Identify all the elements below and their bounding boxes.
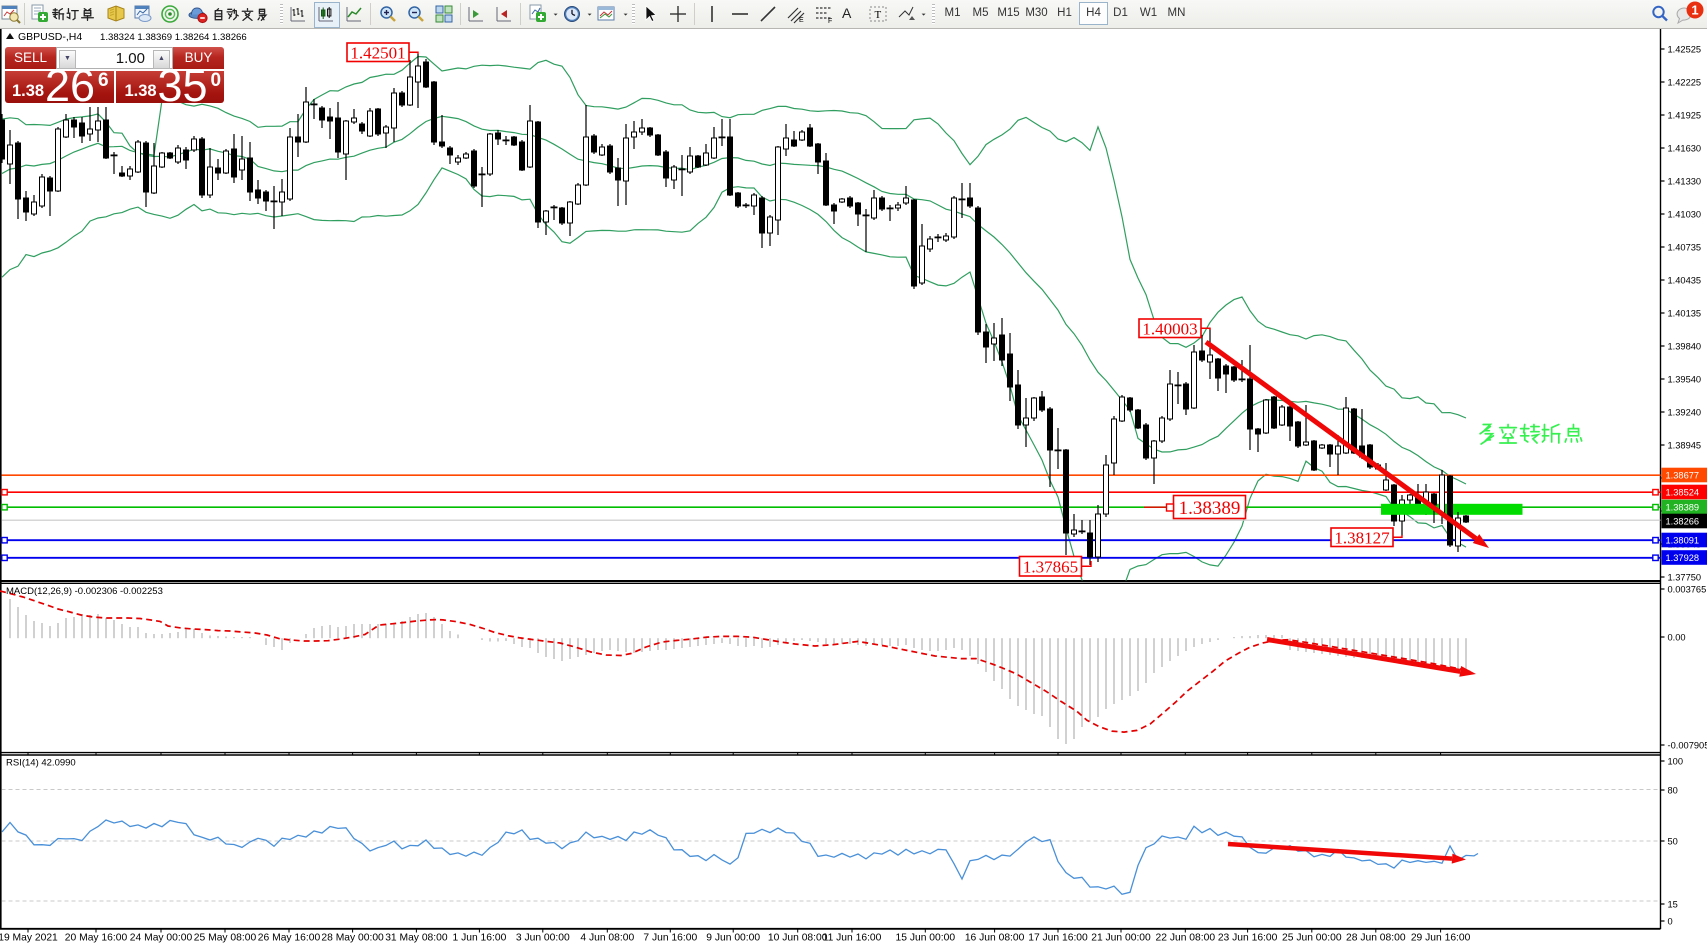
svg-text:17 Jun 16:00: 17 Jun 16:00 [1028,933,1088,944]
svg-text:1.38266: 1.38266 [1666,517,1700,527]
svg-text:50: 50 [1668,837,1678,847]
svg-text:23 Jun 16:00: 23 Jun 16:00 [1218,933,1278,944]
svg-text:21 Jun 00:00: 21 Jun 00:00 [1091,933,1151,944]
svg-text:15: 15 [1668,900,1678,910]
svg-text:1.42225: 1.42225 [1668,78,1702,88]
svg-text:1.40135: 1.40135 [1668,309,1702,319]
svg-text:25 Jun 00:00: 25 Jun 00:00 [1282,933,1342,944]
svg-text:1.42525: 1.42525 [1668,45,1702,55]
svg-text:1.41925: 1.41925 [1668,111,1702,121]
svg-text:F: F [828,18,832,24]
svg-text:1.38324 1.38369 1.38264 1.3826: 1.38324 1.38369 1.38264 1.38266 [100,32,247,43]
svg-text:0: 0 [1668,917,1673,927]
svg-text:1.38389: 1.38389 [1666,503,1700,513]
svg-text:1.39540: 1.39540 [1668,375,1702,385]
svg-text:1.37928: 1.37928 [1666,553,1700,563]
svg-text:1.37750: 1.37750 [1668,573,1702,583]
svg-text:9 Jun 00:00: 9 Jun 00:00 [706,933,760,944]
svg-text:-0.007905: -0.007905 [1668,741,1707,751]
svg-text:1.40003: 1.40003 [1142,319,1197,338]
svg-text:29 Jun 16:00: 29 Jun 16:00 [1411,933,1471,944]
svg-text:4 Jun 08:00: 4 Jun 08:00 [580,933,634,944]
svg-text:1: 1 [1691,3,1698,18]
svg-text:1.37865: 1.37865 [1023,557,1078,576]
svg-text:19 May 2021: 19 May 2021 [0,933,58,944]
svg-text:3 Jun 00:00: 3 Jun 00:00 [516,933,570,944]
svg-text:1.40735: 1.40735 [1668,243,1702,253]
svg-text:26 May 16:00: 26 May 16:00 [258,933,321,944]
svg-text:1.38677: 1.38677 [1666,471,1700,481]
svg-text:1.38127: 1.38127 [1334,528,1390,547]
svg-text:1.41030: 1.41030 [1668,210,1702,220]
svg-text:1.38389: 1.38389 [1179,498,1241,519]
svg-text:MACD(12,26,9) -0.002306 -0.002: MACD(12,26,9) -0.002306 -0.002253 [6,586,163,597]
svg-text:E: E [799,17,804,24]
svg-text:22 Jun 08:00: 22 Jun 08:00 [1156,933,1216,944]
svg-text:1.41630: 1.41630 [1668,144,1702,154]
svg-text:25 May 08:00: 25 May 08:00 [194,933,257,944]
svg-text:0.003765: 0.003765 [1668,585,1707,595]
svg-text:1.38945: 1.38945 [1668,441,1702,451]
svg-text:15 Jun 00:00: 15 Jun 00:00 [896,933,956,944]
svg-text:16 Jun 08:00: 16 Jun 08:00 [965,933,1025,944]
svg-text:GBPUSD-,H4: GBPUSD-,H4 [18,31,82,43]
svg-text:1.38524: 1.38524 [1666,488,1700,498]
svg-text:1.41330: 1.41330 [1668,177,1702,187]
svg-text:1.39240: 1.39240 [1668,408,1702,418]
svg-text:28 Jun 08:00: 28 Jun 08:00 [1346,933,1406,944]
svg-text:80: 80 [1668,786,1678,796]
svg-text:1.40435: 1.40435 [1668,276,1702,286]
svg-text:31 May 08:00: 31 May 08:00 [385,933,448,944]
svg-text:1.38091: 1.38091 [1666,536,1700,546]
svg-text:0.00: 0.00 [1668,633,1686,643]
svg-text:24 May 00:00: 24 May 00:00 [130,933,193,944]
svg-text:T: T [875,9,882,21]
svg-text:11 Jun 16:00: 11 Jun 16:00 [823,933,882,944]
svg-text:1 Jun 16:00: 1 Jun 16:00 [452,933,506,944]
svg-text:10 Jun 08:00: 10 Jun 08:00 [768,933,828,944]
svg-text:RSI(14) 42.0990: RSI(14) 42.0990 [6,758,76,769]
svg-text:100: 100 [1668,757,1684,767]
svg-text:7 Jun 16:00: 7 Jun 16:00 [643,933,697,944]
svg-text:1.42501: 1.42501 [350,43,405,62]
svg-text:1.39840: 1.39840 [1668,342,1702,352]
svg-text:28 May 00:00: 28 May 00:00 [321,933,384,944]
svg-text:20 May 16:00: 20 May 16:00 [65,933,128,944]
